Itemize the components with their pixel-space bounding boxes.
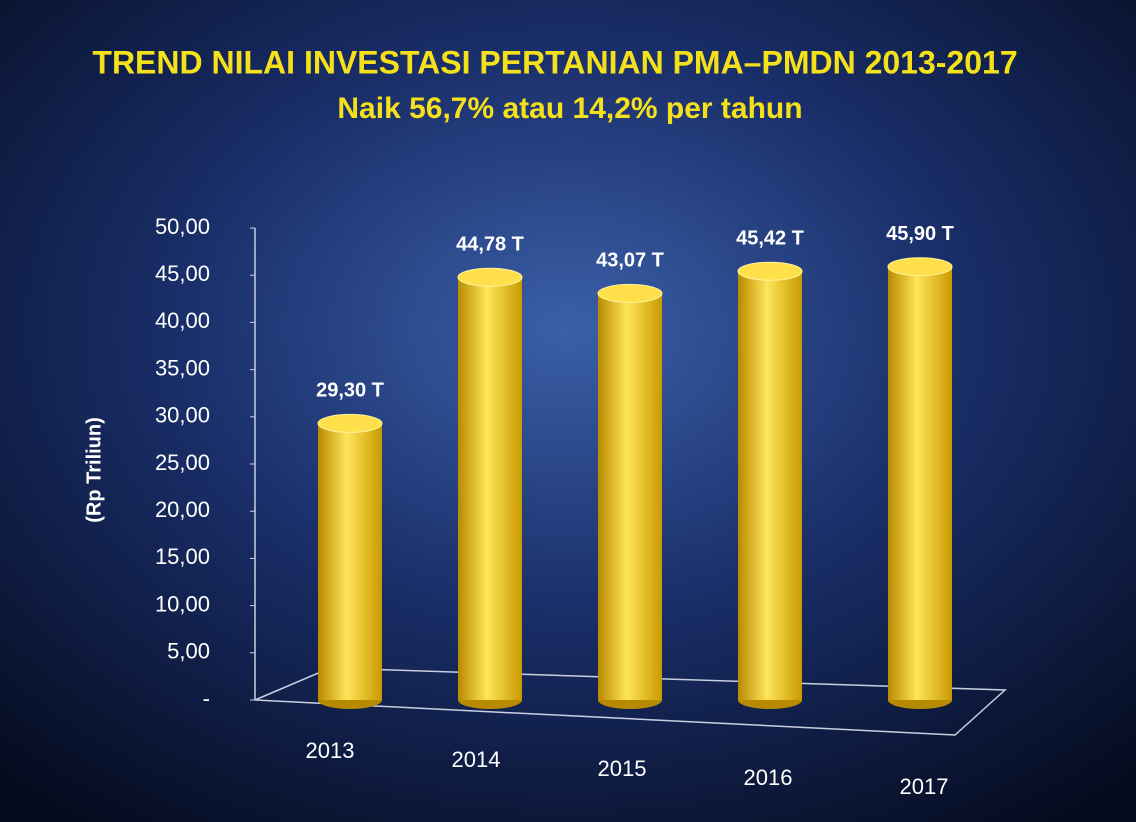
y-tick-label: 25,00 [155,450,210,475]
bar [318,423,382,700]
bar [888,266,952,700]
value-label: 29,30 T [316,380,384,402]
y-tick-label: 40,00 [155,308,210,333]
value-label: 44,78 T [456,234,524,256]
value-label: 45,90 T [886,223,954,245]
y-tick-label: 5,00 [167,639,210,664]
bar-top [317,413,383,433]
x-tick-label: 2014 [452,747,501,772]
y-tick-label: 45,00 [155,261,210,286]
y-tick-label: 30,00 [155,403,210,428]
bar [458,277,522,700]
y-tick-label: 50,00 [155,214,210,239]
y-axis-label: (Rp Triliun) [83,417,105,523]
bar-top [457,267,523,287]
x-tick-label: 2013 [306,738,355,763]
bar-top [597,283,663,303]
y-tick-label: 15,00 [155,544,210,569]
y-tick-label: 20,00 [155,497,210,522]
bar [738,271,802,700]
x-tick-label: 2017 [900,774,949,799]
x-tick-label: 2015 [598,756,647,781]
chart-title: TREND NILAI INVESTASI PERTANIAN PMA–PMDN… [92,44,1017,80]
value-label: 45,42 T [736,228,804,250]
chart-subtitle: Naik 56,7% atau 14,2% per tahun [337,92,802,125]
y-tick-label: - [203,686,210,711]
bar-top [887,257,953,277]
bar [598,293,662,700]
floor [254,667,1007,736]
bar-top [737,261,803,281]
y-tick-label: 35,00 [155,355,210,380]
x-tick-label: 2016 [744,765,793,790]
value-label: 43,07 T [596,250,664,272]
y-tick-label: 10,00 [155,591,210,616]
